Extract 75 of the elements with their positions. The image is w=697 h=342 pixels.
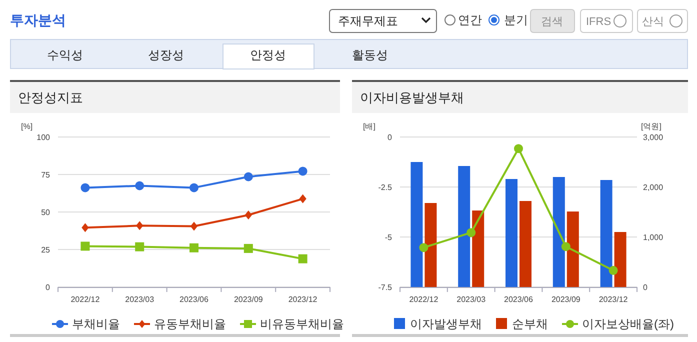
point	[190, 183, 198, 192]
text: 산식	[642, 16, 664, 28]
text: 투자분석	[10, 12, 66, 28]
legend-label: 비유동부채비율	[260, 317, 344, 331]
y-axis-title: [배]	[363, 122, 376, 131]
bar	[600, 180, 612, 287]
text: 검색	[541, 16, 563, 28]
x-tick-label: 2023/12	[598, 295, 628, 304]
x-tick-label: 2023/03	[125, 295, 155, 304]
bar	[520, 201, 532, 287]
point	[244, 244, 253, 253]
point	[298, 166, 308, 176]
text: 안정성	[250, 48, 286, 62]
text: 주재무제표	[338, 14, 398, 28]
point	[136, 221, 144, 230]
legend-label: 부채비율	[72, 317, 120, 331]
y-tick-label: 75	[41, 170, 51, 180]
y-tick-label: 0	[46, 283, 51, 292]
y2-tick-label: 2,000	[643, 183, 664, 192]
y-tick-label: -7.5	[378, 283, 393, 292]
x-tick-label: 2022/12	[70, 295, 100, 304]
point	[82, 223, 89, 232]
bar	[458, 166, 470, 287]
y-axis-title: [%]	[21, 122, 33, 131]
bar	[552, 177, 565, 287]
chart-title: 이자비용발생부채	[360, 90, 464, 105]
legend-label: 순부채	[512, 317, 548, 331]
bar	[424, 203, 437, 287]
bar	[472, 210, 484, 287]
text: 연간	[458, 13, 482, 27]
x-tick-label: 2023/06	[180, 295, 210, 304]
y-tick-label: 25	[41, 246, 51, 254]
y-tick-label: 0	[388, 133, 393, 142]
legend-label: 이자발생부채	[410, 317, 482, 331]
y-tick-label: -5	[384, 233, 393, 242]
x-tick-label: 2022/12	[409, 295, 439, 304]
point	[561, 242, 570, 252]
point	[190, 222, 198, 231]
y2-axis-title: [억원]	[641, 122, 662, 131]
y2-tick-label: 1,000	[643, 233, 664, 242]
legend-label: 유동부채비율	[154, 317, 226, 331]
x-tick-label: 2023/12	[288, 295, 318, 304]
text: 활동성	[352, 48, 388, 62]
text: IFRS	[586, 16, 612, 28]
bar	[566, 212, 579, 287]
point	[80, 183, 90, 192]
y-tick-label: -2.5	[378, 183, 393, 192]
bar	[410, 162, 423, 287]
bar	[614, 232, 626, 287]
x-tick-label: 2023/09	[551, 295, 581, 304]
y2-tick-label: 3,000	[643, 133, 664, 142]
point	[419, 243, 428, 252]
bar	[506, 179, 518, 287]
point	[135, 181, 144, 190]
point	[135, 242, 144, 252]
chart-title: 안정성지표	[18, 90, 83, 105]
y-tick-label: 50	[41, 208, 51, 217]
legend-label: 이자보상배율(좌)	[582, 317, 674, 331]
text: 수익성	[47, 48, 83, 62]
point	[80, 242, 90, 251]
text: 분기	[504, 13, 528, 27]
x-tick-label: 2023/03	[456, 295, 486, 304]
point	[299, 194, 306, 204]
x-tick-label: 2023/09	[234, 295, 264, 304]
y-tick-label: 100	[36, 133, 51, 142]
point	[190, 243, 198, 252]
point	[298, 254, 308, 264]
point	[244, 210, 252, 220]
point	[466, 228, 476, 238]
y2-tick-label: 0	[643, 283, 648, 292]
x-tick-label: 2023/06	[504, 295, 534, 304]
point	[608, 266, 618, 275]
point	[514, 144, 523, 154]
point	[244, 172, 253, 182]
text: 성장성	[148, 48, 184, 62]
